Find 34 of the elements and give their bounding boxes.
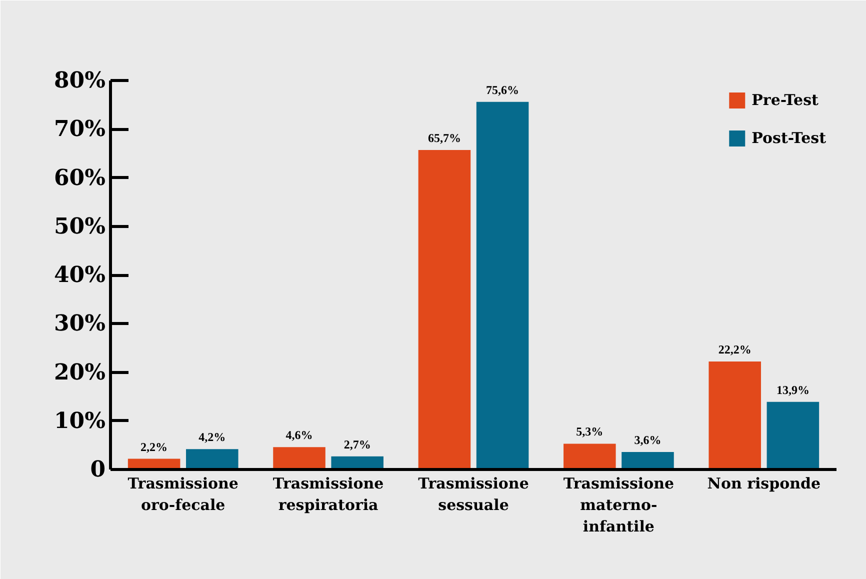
bar	[622, 452, 674, 470]
x-tick-label: Trasmissione materno- infantile	[563, 474, 674, 536]
y-tick-label: 70%	[54, 116, 106, 142]
y-tick-label: 10%	[54, 408, 106, 434]
data-label: 3,6%	[634, 432, 662, 447]
y-tick-label: 20%	[54, 359, 106, 386]
bar	[186, 449, 238, 470]
data-label: 4,6%	[286, 428, 313, 442]
data-label: 4,2%	[198, 430, 226, 444]
y-tick-label: 0	[90, 456, 106, 482]
x-tick-label: Non risponde	[707, 474, 821, 492]
bar	[476, 102, 529, 470]
data-label: 2,7%	[344, 437, 371, 452]
y-tick-label: 30%	[54, 310, 106, 337]
x-tick-label: Trasmissione sessuale	[418, 474, 529, 514]
x-tick-label: Trasmissione oro-fecale	[128, 474, 238, 514]
y-tick-label: 50%	[54, 213, 106, 240]
bar	[273, 447, 326, 470]
y-tick-label: 60%	[54, 164, 106, 191]
bar	[418, 150, 471, 470]
bar	[564, 444, 616, 470]
data-label: 5,3%	[576, 424, 604, 439]
data-label: 22,2%	[718, 342, 752, 357]
data-label: 2,2%	[140, 440, 168, 454]
bar	[766, 402, 820, 470]
data-label: 13,9%	[776, 382, 810, 397]
data-label: 65,7%	[428, 131, 461, 146]
legend-label: Pre-Test	[752, 91, 818, 109]
data-label: 75,6%	[486, 82, 520, 97]
x-tick-label: Trasmissione respiratoria	[272, 474, 384, 514]
legend-label: Post-Test	[752, 129, 826, 147]
bar	[708, 362, 761, 470]
y-tick-label: 40%	[54, 262, 106, 288]
y-tick-label: 80%	[54, 68, 106, 94]
